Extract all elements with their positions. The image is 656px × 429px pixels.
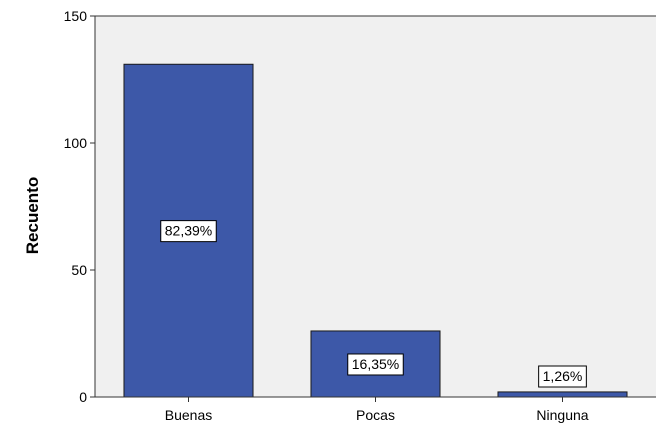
data-label-box	[347, 353, 404, 376]
y-tick-label: 100	[64, 135, 88, 151]
axes-layer: Buenas Pocas Ninguna 0 50 100 150	[64, 8, 656, 423]
x-tick-label: Pocas	[356, 407, 395, 423]
bars-layer: 82,39% 16,35% 1,26%	[123, 63, 628, 398]
data-label: 16,35%	[352, 356, 399, 372]
data-label: 1,26%	[543, 368, 583, 384]
data-label-box	[538, 365, 587, 388]
data-label: 82,39%	[165, 223, 212, 239]
x-tick-label: Buenas	[165, 407, 212, 423]
y-tick-label: 50	[71, 262, 87, 278]
data-label-box	[160, 220, 217, 243]
y-tick-label: 0	[79, 389, 87, 405]
y-axis-title: Recuento	[23, 177, 42, 254]
bar-ninguna	[497, 391, 628, 398]
x-tick-label: Ninguna	[536, 407, 588, 423]
y-tick-label: 150	[64, 8, 88, 24]
